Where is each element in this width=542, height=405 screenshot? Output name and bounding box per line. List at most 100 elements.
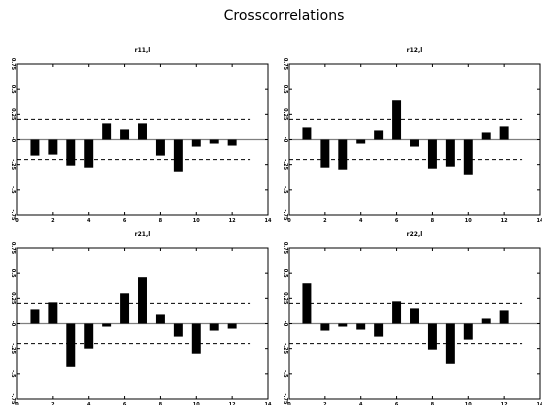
x-tick-label: 0 bbox=[287, 218, 291, 224]
y-tick-label: -0 bbox=[282, 321, 288, 327]
bar bbox=[463, 323, 473, 340]
bar bbox=[138, 277, 147, 324]
x-tick-label: 12 bbox=[229, 218, 236, 224]
y-tick-label: -.75 bbox=[282, 210, 288, 221]
bar bbox=[374, 323, 384, 337]
panel-1: r11,l 0 2 4 6 8 10 12 14 -.75 -.5 -.25 -0 0.25 0.5 0.75 bbox=[10, 47, 272, 224]
panel-2: r12,l 0 2 4 6 8 10 12 14 -.75 -.5 -.25 -0 0.25 0.5 0.75 bbox=[282, 47, 542, 224]
y-tick-label: 0.5 bbox=[10, 85, 16, 94]
bar bbox=[320, 323, 330, 331]
y-tick-label: 0.25 bbox=[282, 292, 288, 305]
bar bbox=[48, 302, 58, 324]
y-tick-label: -0 bbox=[10, 137, 16, 143]
x-tick-label: 6 bbox=[395, 402, 399, 405]
bar bbox=[155, 314, 165, 324]
bar bbox=[499, 310, 509, 324]
panel-title: r22,l bbox=[407, 231, 423, 238]
x-tick-label: 0 bbox=[15, 218, 19, 224]
bar bbox=[209, 139, 219, 144]
bar bbox=[410, 308, 419, 324]
y-tick-label: 0.25 bbox=[10, 292, 16, 305]
bar bbox=[66, 139, 76, 166]
bar bbox=[410, 139, 419, 147]
x-tick-label: 10 bbox=[193, 218, 200, 224]
panel-4: r22,l 0 2 4 6 8 10 12 14 -.75 -.5 -.25 -0 0.25 0.5 0.75 bbox=[282, 231, 542, 405]
y-tick-label: -.5 bbox=[282, 370, 288, 378]
bar bbox=[191, 139, 201, 147]
bar bbox=[155, 139, 165, 156]
bar bbox=[356, 139, 366, 144]
x-tick-label: 10 bbox=[193, 402, 200, 405]
y-tick-label: 0.75 bbox=[282, 242, 288, 255]
bar bbox=[302, 283, 312, 324]
bar bbox=[445, 323, 455, 364]
x-tick-label: 14 bbox=[537, 402, 542, 405]
bar bbox=[191, 323, 201, 354]
bar bbox=[138, 123, 147, 140]
bar bbox=[392, 100, 402, 140]
bar bbox=[102, 323, 112, 327]
x-tick-label: 4 bbox=[87, 402, 91, 405]
panel-title: r11,l bbox=[135, 47, 151, 54]
bar bbox=[320, 139, 330, 168]
x-tick-label: 14 bbox=[265, 402, 272, 405]
x-tick-label: 6 bbox=[395, 218, 399, 224]
bar bbox=[356, 323, 366, 330]
bar bbox=[30, 139, 40, 156]
bar bbox=[427, 323, 437, 350]
x-tick-label: 2 bbox=[51, 218, 55, 224]
x-tick-label: 6 bbox=[123, 402, 127, 405]
y-tick-label: -0 bbox=[282, 137, 288, 143]
y-tick-label: 0.25 bbox=[282, 108, 288, 121]
y-tick-label: -.5 bbox=[10, 186, 16, 194]
bar bbox=[227, 323, 237, 329]
y-tick-label: -.25 bbox=[282, 159, 288, 170]
x-tick-label: 8 bbox=[431, 218, 435, 224]
bar bbox=[374, 130, 384, 140]
x-tick-label: 0 bbox=[15, 402, 19, 405]
x-tick-label: 8 bbox=[431, 402, 435, 405]
bar bbox=[227, 139, 237, 146]
y-tick-label: -.75 bbox=[10, 394, 16, 405]
y-tick-label: 0.75 bbox=[10, 58, 16, 71]
y-tick-label: -.5 bbox=[10, 370, 16, 378]
x-tick-label: 12 bbox=[501, 218, 508, 224]
x-tick-label: 12 bbox=[229, 402, 236, 405]
y-tick-label: -.75 bbox=[282, 394, 288, 405]
x-tick-label: 8 bbox=[159, 402, 163, 405]
bar bbox=[392, 301, 402, 324]
x-tick-label: 2 bbox=[323, 218, 327, 224]
x-tick-label: 8 bbox=[159, 218, 163, 224]
y-tick-label: 0.5 bbox=[282, 85, 288, 94]
x-tick-label: 2 bbox=[323, 402, 327, 405]
y-tick-label: -0 bbox=[10, 321, 16, 327]
panel-3: r21,l 0 2 4 6 8 10 12 14 -.75 -.5 -.25 -0 0.25 0.5 0.75 bbox=[10, 231, 272, 405]
bar bbox=[173, 323, 183, 337]
bar bbox=[84, 323, 94, 349]
bar bbox=[338, 323, 348, 327]
x-tick-label: 10 bbox=[465, 402, 472, 405]
x-tick-label: 0 bbox=[287, 402, 291, 405]
y-tick-label: 0.5 bbox=[10, 269, 16, 278]
y-tick-label: 0.75 bbox=[10, 242, 16, 255]
x-tick-label: 14 bbox=[537, 218, 542, 224]
bar bbox=[463, 139, 473, 175]
figure-title: Crosscorrelations bbox=[224, 8, 345, 24]
bar bbox=[302, 127, 312, 140]
y-tick-label: 0.5 bbox=[282, 269, 288, 278]
x-tick-label: 4 bbox=[87, 218, 91, 224]
bar bbox=[120, 129, 130, 140]
y-tick-label: -.25 bbox=[282, 343, 288, 354]
x-tick-label: 4 bbox=[359, 218, 363, 224]
bar bbox=[120, 293, 130, 324]
bar bbox=[209, 323, 219, 331]
bar bbox=[173, 139, 183, 172]
bar bbox=[48, 139, 58, 155]
bar bbox=[102, 123, 112, 140]
x-tick-label: 14 bbox=[265, 218, 272, 224]
x-tick-label: 4 bbox=[359, 402, 363, 405]
x-tick-label: 2 bbox=[51, 402, 55, 405]
y-tick-label: -.25 bbox=[10, 159, 16, 170]
bar bbox=[445, 139, 455, 167]
